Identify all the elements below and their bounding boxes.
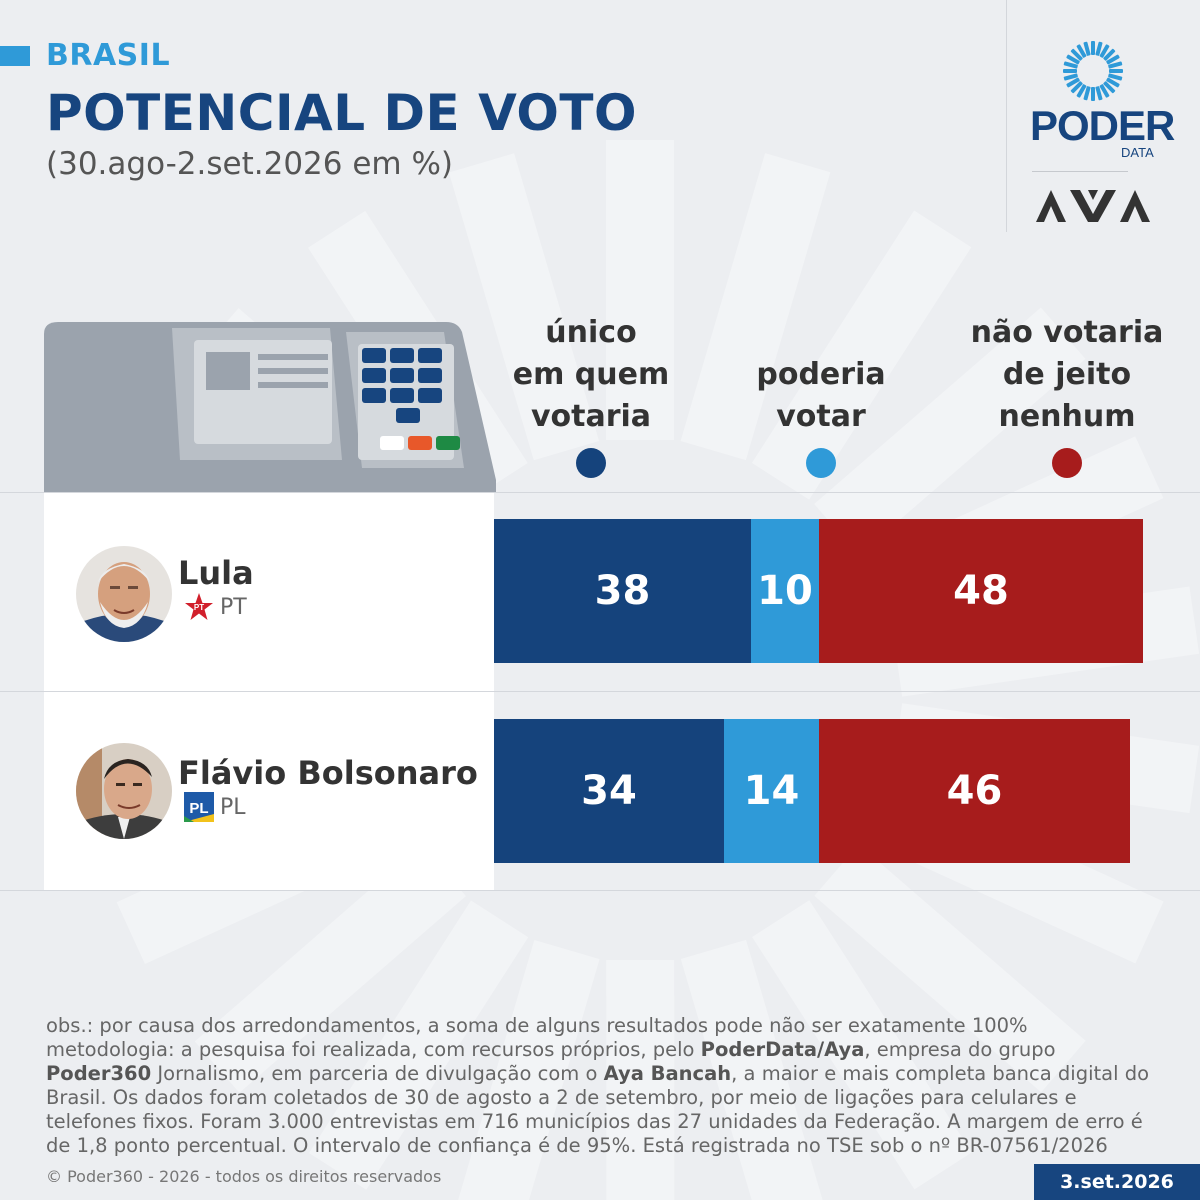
- bar-value-label: 46: [946, 768, 1003, 814]
- legend-label-line: em quem: [512, 357, 670, 392]
- legend-label-line: de jeito: [1002, 357, 1132, 392]
- methodology-notes: obs.: por causa dos arredondamentos, a s…: [46, 1014, 1166, 1158]
- party-label-flavio-bolsonaro: PL: [220, 795, 246, 820]
- legend-label-line: único: [545, 315, 637, 350]
- methodology-part: metodologia: a pesquisa foi realizada, c…: [46, 1038, 701, 1061]
- legend-swatch-exclusive: [576, 448, 606, 478]
- pt-star-icon: PT: [185, 593, 213, 620]
- methodology-text: metodologia: a pesquisa foi realizada, c…: [46, 1038, 1166, 1158]
- avatar-lula: [76, 546, 172, 642]
- bar-segment-rejection: 48: [819, 519, 1143, 663]
- page-subtitle: (30.ago-2.set.2026 em %): [46, 146, 454, 182]
- svg-text:PL: PL: [189, 800, 208, 817]
- bar-value-label: 14: [743, 768, 800, 814]
- methodology-part: Jornalismo, em parceria de divulgação co…: [151, 1062, 604, 1085]
- row-divider: [0, 492, 1200, 493]
- bar-value-label: 48: [953, 568, 1009, 614]
- methodology-part: , a maior e mais completa banca digital …: [46, 1062, 1150, 1157]
- bar-segment-possible: 14: [724, 719, 819, 863]
- legend-label-line: votaria: [530, 399, 652, 434]
- legend-label-line: nenhum: [998, 399, 1136, 434]
- row-divider: [0, 691, 1200, 692]
- legend-item-rejection: não votaria de jeito nenhum: [952, 312, 1182, 478]
- poderdata-logo-word: PODER: [1030, 102, 1175, 149]
- bar-segment-possible: 10: [751, 519, 819, 663]
- legend-label-line: poderia: [756, 357, 886, 392]
- aya-logo-icon: [1036, 190, 1150, 222]
- logo-separator: [1032, 171, 1128, 172]
- obs-note: obs.: por causa dos arredondamentos, a s…: [46, 1014, 1028, 1037]
- party-label-lula: PT: [220, 595, 247, 620]
- candidate-name-lula: Lula: [178, 554, 254, 592]
- svg-text:PT: PT: [194, 603, 204, 612]
- methodology-part-bold: Poder360: [46, 1062, 152, 1085]
- bar-segment-exclusive: 38: [494, 519, 751, 663]
- methodology-part: , empresa do grupo: [864, 1038, 1056, 1061]
- page-title: POTENCIAL DE VOTO: [46, 84, 638, 142]
- poderdata-logo-sub: DATA: [1121, 145, 1154, 160]
- methodology-part-bold: Aya Bancah: [603, 1062, 732, 1085]
- logo-divider: [1006, 0, 1007, 232]
- copyright: © Poder360 - 2026 - todos os direitos re…: [46, 1167, 442, 1186]
- pl-logo-icon: PL: [184, 792, 214, 822]
- sun-logo-icon: [1063, 41, 1123, 101]
- bar-segment-rejection: 46: [819, 719, 1130, 863]
- publication-date-badge: 3.set.2026: [1034, 1164, 1200, 1200]
- legend-label-line: não votaria: [970, 315, 1164, 350]
- bar-value-label: 34: [581, 768, 637, 814]
- kicker-accent-bar: [0, 46, 30, 66]
- legend-swatch-possible: [806, 448, 836, 478]
- candidate-name-flavio-bolsonaro: Flávio Bolsonaro: [178, 754, 478, 792]
- legend-item-exclusive: único em quem votaria: [476, 312, 706, 478]
- legend-item-possible: poderia votar: [706, 354, 936, 478]
- avatar-flavio-bolsonaro: [76, 743, 172, 839]
- bar-value-label: 38: [594, 568, 651, 614]
- legend-swatch-rejection: [1052, 448, 1082, 478]
- row-divider: [0, 890, 1200, 891]
- bar-segment-exclusive: 34: [494, 719, 724, 863]
- ballot-machine-illustration: [44, 322, 496, 492]
- methodology-part-bold: PoderData/Aya: [700, 1038, 865, 1061]
- kicker: BRASIL: [46, 38, 171, 73]
- legend-label-line: votar: [776, 399, 866, 434]
- bar-value-label: 10: [757, 568, 813, 614]
